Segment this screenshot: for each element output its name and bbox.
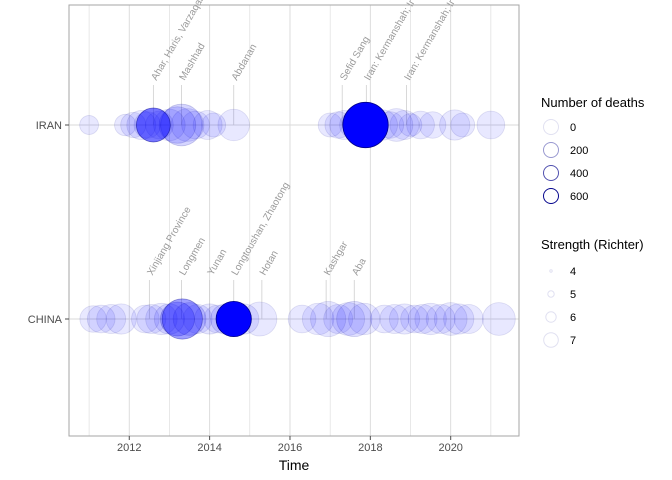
strength-legend-key bbox=[543, 332, 559, 348]
data-point-china bbox=[433, 302, 468, 336]
data-point-china bbox=[160, 301, 195, 337]
data-point-china bbox=[379, 304, 410, 334]
strength-legend-title: Strength (Richter) bbox=[541, 237, 644, 252]
data-point-china bbox=[182, 304, 213, 334]
data-point-china bbox=[310, 300, 347, 338]
data-point-china bbox=[388, 303, 421, 335]
x-tick-label: 2020 bbox=[438, 442, 462, 454]
data-point-china bbox=[145, 302, 178, 336]
strength-legend-key bbox=[547, 290, 555, 298]
data-point-china bbox=[453, 304, 484, 334]
data-point-china bbox=[425, 304, 456, 334]
size-legend-keys: 0 200 400 600 bbox=[543, 119, 588, 204]
data-point-china bbox=[348, 302, 381, 336]
y-tick-label: IRAN bbox=[36, 120, 62, 132]
data-point-iran bbox=[114, 113, 137, 137]
plot-panel bbox=[69, 5, 519, 436]
strength-legend-label: 6 bbox=[570, 312, 576, 324]
data-point-china bbox=[136, 304, 167, 334]
strength-legend-keys: 4 5 6 7 bbox=[543, 266, 576, 348]
data-point-iran bbox=[389, 110, 420, 140]
strength-legend-key bbox=[549, 269, 553, 273]
size-legend-key bbox=[543, 119, 559, 135]
data-points bbox=[79, 101, 516, 340]
data-point-iran bbox=[317, 112, 343, 138]
data-point-iran bbox=[450, 112, 476, 138]
strength-legend: Strength (Richter) 4 5 6 7 bbox=[541, 237, 644, 348]
size-legend-key bbox=[543, 165, 559, 181]
data-point-china bbox=[370, 304, 399, 334]
axes: 2012 2014 2016 2018 2020 CHINA IRAN bbox=[28, 120, 463, 454]
grid-layer bbox=[69, 5, 519, 436]
strength-legend-label: 4 bbox=[570, 266, 576, 278]
data-point-china bbox=[96, 304, 127, 334]
data-point-china bbox=[215, 300, 252, 338]
strength-legend-label: 7 bbox=[570, 335, 576, 347]
size-legend-label: 0 bbox=[570, 122, 576, 134]
data-point-china bbox=[331, 302, 366, 336]
data-point-china bbox=[153, 303, 185, 335]
data-point-iran bbox=[418, 111, 447, 139]
data-point-iran bbox=[342, 101, 389, 149]
data-point-iran bbox=[398, 113, 423, 137]
data-point-china bbox=[172, 302, 207, 336]
size-legend-label: 200 bbox=[570, 145, 588, 157]
panel-border bbox=[68, 4, 520, 437]
data-point-iran bbox=[192, 110, 223, 140]
data-point-iran bbox=[439, 109, 471, 141]
data-point-iran bbox=[79, 115, 99, 135]
data-point-iran bbox=[476, 110, 506, 140]
strength-legend-label: 5 bbox=[570, 289, 576, 301]
x-tick-label: 2016 bbox=[278, 442, 302, 454]
x-axis-title: Time bbox=[279, 457, 310, 473]
data-point-iran bbox=[135, 107, 171, 143]
data-point-china bbox=[131, 304, 160, 334]
size-legend-title: Number of deaths bbox=[541, 95, 645, 110]
size-legend-label: 400 bbox=[570, 168, 588, 180]
y-tick-label: CHINA bbox=[28, 314, 63, 326]
data-point-china bbox=[336, 300, 373, 338]
data-point-iran bbox=[170, 108, 205, 142]
size-legend-label: 600 bbox=[570, 191, 588, 203]
x-tick-label: 2014 bbox=[197, 442, 221, 454]
size-legend: Number of deaths 0 200 400 600 bbox=[541, 95, 645, 204]
data-point-china bbox=[414, 302, 447, 336]
data-point-china bbox=[287, 304, 317, 334]
x-tick-label: 2012 bbox=[117, 442, 141, 454]
data-point-china bbox=[482, 302, 516, 336]
data-point-iran bbox=[201, 112, 227, 138]
data-point-china bbox=[443, 303, 475, 335]
strength-legend-key bbox=[545, 311, 557, 323]
data-point-china bbox=[79, 305, 107, 333]
data-point-china bbox=[407, 304, 438, 334]
data-point-china bbox=[400, 304, 429, 334]
x-tick-label: 2018 bbox=[358, 442, 382, 454]
data-point-china bbox=[301, 302, 335, 336]
data-point-china bbox=[105, 303, 137, 335]
data-point-iran bbox=[217, 108, 250, 142]
data-point-china bbox=[161, 298, 203, 340]
size-legend-key bbox=[543, 142, 559, 158]
data-point-iran bbox=[406, 110, 435, 140]
data-point-china bbox=[323, 304, 354, 334]
data-point-iran bbox=[181, 110, 210, 140]
size-legend-key bbox=[543, 188, 559, 204]
data-point-china bbox=[86, 304, 116, 334]
